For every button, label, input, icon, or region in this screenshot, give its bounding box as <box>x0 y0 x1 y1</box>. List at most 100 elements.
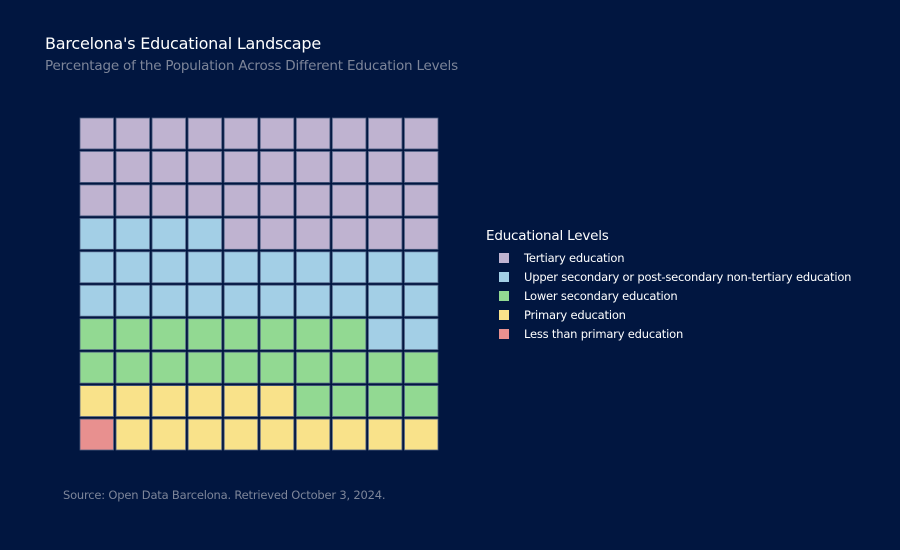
waffle-cell-tertiary-education <box>187 151 223 183</box>
waffle-cell-lower-secondary-education <box>259 318 295 351</box>
waffle-cell-lower-secondary-education <box>404 351 439 384</box>
waffle-cell-lower-secondary-education <box>79 351 114 384</box>
waffle-cell-tertiary-education <box>367 151 403 183</box>
waffle-cell-lower-secondary-education <box>331 351 367 384</box>
waffle-cell-lower-secondary-education <box>223 318 259 351</box>
waffle-cell-lower-secondary-education <box>367 385 403 417</box>
waffle-cell-upper-secondary-or-post-secondary-non-tertiary-education <box>331 284 367 317</box>
waffle-cell-tertiary-education <box>115 117 151 150</box>
waffle-cell-lower-secondary-education <box>367 351 403 384</box>
waffle-cell-upper-secondary-or-post-secondary-non-tertiary-education <box>367 251 403 284</box>
waffle-cell-tertiary-education <box>295 151 331 183</box>
waffle-cell-tertiary-education <box>115 151 151 183</box>
waffle-cell-upper-secondary-or-post-secondary-non-tertiary-education <box>259 284 295 317</box>
waffle-cell-tertiary-education <box>223 151 259 183</box>
waffle-cell-lower-secondary-education <box>151 351 187 384</box>
waffle-cell-lower-secondary-education <box>151 318 187 351</box>
waffle-cell-primary-education <box>151 418 187 451</box>
waffle-cell-tertiary-education <box>151 117 187 150</box>
waffle-cell-tertiary-education <box>187 117 223 150</box>
waffle-cell-upper-secondary-or-post-secondary-non-tertiary-education <box>259 251 295 284</box>
waffle-cell-upper-secondary-or-post-secondary-non-tertiary-education <box>79 251 114 284</box>
waffle-cell-tertiary-education <box>223 117 259 150</box>
legend-title: Educational Levels <box>486 228 609 244</box>
waffle-cell-upper-secondary-or-post-secondary-non-tertiary-education <box>151 251 187 284</box>
legend-swatch <box>499 309 509 320</box>
legend-item: Primary education <box>499 305 851 324</box>
waffle-cell-lower-secondary-education <box>295 385 331 417</box>
waffle-cell-tertiary-education <box>295 217 331 250</box>
legend-label: Lower secondary education <box>524 288 678 303</box>
waffle-cell-tertiary-education <box>367 184 403 217</box>
waffle-cell-primary-education <box>187 418 223 451</box>
waffle-cell-lower-secondary-education <box>331 385 367 417</box>
waffle-cell-tertiary-education <box>259 184 295 217</box>
waffle-cell-upper-secondary-or-post-secondary-non-tertiary-education <box>223 251 259 284</box>
legend-label: Less than primary education <box>524 326 684 341</box>
waffle-cell-less-than-primary-education <box>79 418 114 451</box>
waffle-cell-primary-education <box>259 418 295 451</box>
legend-label: Upper secondary or post-secondary non-te… <box>524 270 852 285</box>
legend-swatch <box>499 272 509 283</box>
waffle-cell-tertiary-education <box>223 184 259 217</box>
waffle-cell-primary-education <box>187 385 223 417</box>
waffle-cell-primary-education <box>223 385 259 417</box>
waffle-cell-tertiary-education <box>151 184 187 217</box>
waffle-cell-upper-secondary-or-post-secondary-non-tertiary-education <box>187 284 223 317</box>
waffle-cell-upper-secondary-or-post-secondary-non-tertiary-education <box>367 318 403 351</box>
chart-title: Barcelona's Educational Landscape <box>45 34 321 53</box>
waffle-cell-tertiary-education <box>404 184 439 217</box>
waffle-cell-primary-education <box>115 418 151 451</box>
waffle-cell-upper-secondary-or-post-secondary-non-tertiary-education <box>115 284 151 317</box>
waffle-cell-tertiary-education <box>404 117 439 150</box>
waffle-cell-tertiary-education <box>404 151 439 183</box>
source-note: Source: Open Data Barcelona. Retrieved O… <box>63 488 386 502</box>
waffle-cell-tertiary-education <box>79 117 114 150</box>
waffle-cell-primary-education <box>331 418 367 451</box>
waffle-cell-upper-secondary-or-post-secondary-non-tertiary-education <box>115 251 151 284</box>
waffle-cell-upper-secondary-or-post-secondary-non-tertiary-education <box>404 284 439 317</box>
legend-label: Tertiary education <box>524 251 625 266</box>
waffle-cell-primary-education <box>115 385 151 417</box>
waffle-cell-tertiary-education <box>331 184 367 217</box>
waffle-cell-upper-secondary-or-post-secondary-non-tertiary-education <box>187 251 223 284</box>
waffle-cell-tertiary-education <box>331 217 367 250</box>
waffle-cell-tertiary-education <box>295 184 331 217</box>
waffle-cell-primary-education <box>404 418 439 451</box>
waffle-cell-upper-secondary-or-post-secondary-non-tertiary-education <box>404 318 439 351</box>
waffle-cell-upper-secondary-or-post-secondary-non-tertiary-education <box>151 284 187 317</box>
waffle-cell-lower-secondary-education <box>259 351 295 384</box>
legend-label: Primary education <box>524 307 626 322</box>
waffle-cell-lower-secondary-education <box>295 318 331 351</box>
waffle-cell-primary-education <box>295 418 331 451</box>
waffle-cell-tertiary-education <box>79 184 114 217</box>
legend: Tertiary education Upper secondary or pos… <box>499 249 851 343</box>
waffle-cell-primary-education <box>259 385 295 417</box>
waffle-cell-upper-secondary-or-post-secondary-non-tertiary-education <box>187 217 223 250</box>
waffle-cell-tertiary-education <box>367 217 403 250</box>
legend-item: Upper secondary or post-secondary non-te… <box>499 268 851 287</box>
waffle-cell-upper-secondary-or-post-secondary-non-tertiary-education <box>151 217 187 250</box>
waffle-cell-lower-secondary-education <box>187 318 223 351</box>
waffle-cell-tertiary-education <box>151 151 187 183</box>
waffle-cell-upper-secondary-or-post-secondary-non-tertiary-education <box>331 251 367 284</box>
waffle-cell-tertiary-education <box>79 151 114 183</box>
waffle-cell-upper-secondary-or-post-secondary-non-tertiary-education <box>404 251 439 284</box>
waffle-cell-primary-education <box>367 418 403 451</box>
waffle-cell-upper-secondary-or-post-secondary-non-tertiary-education <box>295 284 331 317</box>
waffle-cell-tertiary-education <box>115 184 151 217</box>
waffle-cell-lower-secondary-education <box>404 385 439 417</box>
waffle-cell-tertiary-education <box>331 117 367 150</box>
legend-swatch <box>499 328 509 339</box>
waffle-cell-primary-education <box>223 418 259 451</box>
legend-item: Less than primary education <box>499 324 851 343</box>
waffle-cell-primary-education <box>151 385 187 417</box>
waffle-cell-tertiary-education <box>295 117 331 150</box>
waffle-cell-upper-secondary-or-post-secondary-non-tertiary-education <box>115 217 151 250</box>
waffle-cell-upper-secondary-or-post-secondary-non-tertiary-education <box>79 284 114 317</box>
waffle-cell-lower-secondary-education <box>295 351 331 384</box>
legend-item: Lower secondary education <box>499 287 851 306</box>
waffle-cell-tertiary-education <box>187 184 223 217</box>
waffle-cell-upper-secondary-or-post-secondary-non-tertiary-education <box>367 284 403 317</box>
waffle-cell-upper-secondary-or-post-secondary-non-tertiary-education <box>223 284 259 317</box>
